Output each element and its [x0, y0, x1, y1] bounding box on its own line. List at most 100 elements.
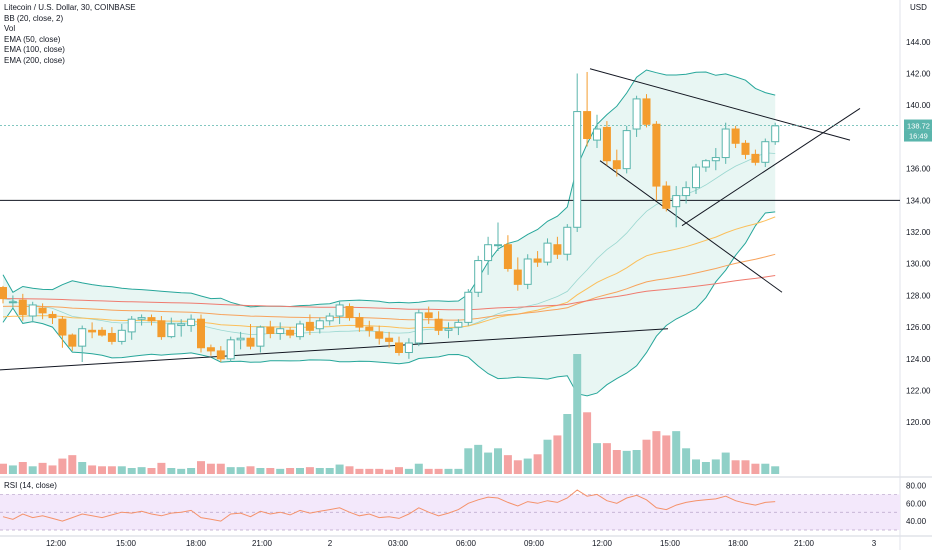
volume-bar: [167, 468, 176, 474]
candle-body: [751, 153, 760, 163]
candle-body: [721, 128, 730, 159]
volume-bar: [236, 467, 245, 474]
candle-body: [563, 226, 572, 255]
candle-body: [711, 157, 720, 162]
candle-body: [454, 321, 463, 328]
volume-bar: [88, 465, 97, 474]
volume-bar: [28, 466, 37, 474]
legend-vol[interactable]: Vol: [4, 24, 16, 33]
price-tick-label: 142.00: [906, 70, 931, 79]
candle-body: [28, 304, 37, 317]
price-tick-label: 134.00: [906, 196, 931, 205]
volume-bar: [246, 466, 255, 474]
candle-body: [414, 312, 423, 344]
candle-body: [424, 312, 433, 319]
volume-bar: [286, 468, 295, 474]
volume-bar: [563, 414, 572, 474]
candle-body: [612, 160, 621, 170]
price-tick-label: 120.00: [906, 418, 931, 427]
volume-bar: [741, 460, 750, 474]
candle-body: [474, 260, 483, 293]
volume-bar: [216, 463, 225, 474]
candle-body: [553, 244, 562, 255]
symbol-title[interactable]: Litecoin / U.S. Dollar, 30, COINBASE: [4, 3, 136, 12]
triangle-base-line: [599, 160, 783, 293]
candle-body: [325, 315, 334, 322]
candle-body: [672, 195, 681, 208]
candle-body: [48, 313, 57, 319]
candle-body: [682, 187, 691, 197]
volume-bar: [256, 468, 265, 474]
trendlines[interactable]: [0, 68, 900, 371]
candle-body: [68, 334, 77, 347]
candle-body: [731, 128, 740, 144]
candle-body: [632, 98, 641, 130]
volume-bar: [147, 468, 156, 474]
legend-ema200[interactable]: EMA (200, close): [4, 55, 65, 65]
candle-body: [58, 318, 67, 336]
rsi-legend[interactable]: RSI (14, close): [4, 481, 57, 490]
volume-bar: [701, 462, 710, 474]
volume-bar: [543, 439, 552, 474]
volume-bar: [107, 466, 116, 474]
volume-bar: [434, 468, 443, 474]
legend-ema50[interactable]: EMA (50, close): [4, 34, 61, 44]
volume-bar: [365, 468, 374, 474]
volume-bar: [98, 466, 106, 474]
last-price-tag: [904, 119, 932, 131]
candle-body: [375, 331, 384, 339]
candle-body: [117, 329, 126, 342]
volume-bar: [711, 459, 720, 474]
volume-bar: [117, 466, 126, 474]
bb-lower-line: [2, 211, 776, 397]
volume-bar: [58, 458, 67, 474]
volume-bar: [553, 435, 562, 474]
candle-body: [216, 350, 225, 360]
candle-body: [98, 329, 106, 336]
candle-body: [741, 142, 750, 155]
volume-bar: [662, 435, 671, 474]
volume-bar: [593, 443, 601, 474]
candle-body: [8, 301, 17, 304]
volume-bar: [494, 448, 502, 474]
candle-body: [345, 306, 354, 319]
time-tick-label: 06:00: [456, 539, 477, 548]
candle-body: [652, 123, 661, 187]
volume-bar: [335, 464, 344, 474]
candle-body: [771, 125, 780, 143]
volume-bar: [395, 467, 403, 474]
candle-body: [701, 160, 710, 168]
candle-body: [38, 307, 47, 314]
volume-bar: [325, 468, 334, 474]
candle-body: [434, 318, 443, 331]
price-tick-label: 128.00: [906, 291, 931, 300]
candle-body: [533, 258, 542, 263]
volume-bar: [424, 468, 433, 474]
volume-bar: [642, 439, 651, 474]
candle-body: [147, 317, 156, 322]
legend-ema100[interactable]: EMA (100, close): [4, 45, 65, 54]
candle-body: [662, 185, 671, 209]
volume-bar: [226, 467, 235, 474]
price-tick-label: 130.00: [906, 260, 931, 269]
volume-bar: [761, 463, 770, 474]
volume-bar: [157, 462, 166, 474]
candle-body: [761, 141, 770, 163]
candle-body: [305, 321, 314, 331]
price-tick-label: 122.00: [906, 387, 931, 396]
ema100-line: [2, 253, 776, 321]
volume-bar: [682, 448, 691, 474]
volume-bar: [513, 460, 522, 474]
price-axis[interactable]: USD144.00142.00140.00138.00136.00134.001…: [46, 3, 932, 548]
legend-bb[interactable]: BB (20, close, 2): [4, 13, 64, 23]
candle-body: [622, 130, 631, 170]
volume-bar: [692, 459, 700, 474]
candle-body: [296, 323, 304, 338]
ema200-line: [3, 275, 776, 311]
time-tick-label: 09:00: [524, 539, 545, 548]
volume-bar: [583, 412, 592, 474]
volume-bar: [573, 354, 582, 474]
volume-bar: [276, 468, 285, 474]
candle-body: [197, 318, 205, 349]
